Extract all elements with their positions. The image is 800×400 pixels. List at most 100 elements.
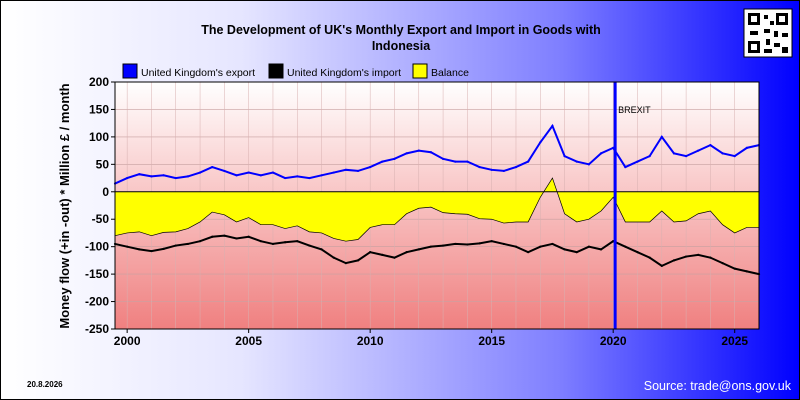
import-point — [697, 253, 700, 256]
import-point — [308, 244, 311, 247]
export-point — [466, 160, 469, 163]
export-point — [709, 144, 712, 147]
import-point — [138, 248, 141, 251]
import-point — [162, 247, 165, 250]
export-point — [733, 155, 736, 158]
export-point — [697, 149, 700, 152]
plot-border — [114, 81, 760, 330]
legend-label-balance: Balance — [431, 67, 469, 79]
import-point — [381, 253, 384, 256]
import-point — [454, 242, 457, 246]
export-point — [332, 171, 335, 174]
balance-line — [114, 177, 759, 242]
y-axis-label: Money flow (+in -out) * Million £ / mont… — [57, 83, 72, 328]
export-point — [356, 169, 360, 173]
export-point — [344, 168, 347, 171]
export-point — [539, 141, 542, 144]
brexit-annotation: BREXIT — [613, 82, 651, 329]
export-point — [308, 176, 311, 180]
export-point — [490, 168, 493, 171]
export-point — [514, 165, 518, 169]
import-point — [514, 245, 518, 248]
import-point — [393, 256, 396, 259]
x-tick-label: 2020 — [600, 334, 627, 348]
y-tick-label: -250 — [85, 322, 109, 336]
export-point — [271, 171, 275, 174]
export-point — [441, 157, 445, 160]
export-point — [126, 176, 129, 180]
import-point — [539, 245, 542, 248]
import-point — [490, 240, 493, 243]
export-point — [138, 173, 141, 176]
import-point — [745, 270, 748, 273]
x-tick-label: 2005 — [235, 334, 262, 348]
export-point — [235, 174, 238, 177]
import-point — [551, 242, 554, 246]
y-tick-label: 50 — [96, 157, 110, 171]
export-point — [660, 135, 663, 138]
import-point — [587, 245, 590, 248]
import-point — [259, 240, 262, 243]
legend-label-import: United Kingdom's import — [287, 67, 401, 79]
series-layer — [113, 123, 761, 276]
export-point — [575, 160, 578, 163]
x-axis-ticks: 2000 2005 2010 2015 2020 2025 — [114, 329, 748, 348]
export-point — [381, 160, 384, 163]
export-point — [211, 165, 214, 169]
balance-area-layer — [114, 177, 759, 242]
y-tick-label: -50 — [92, 212, 110, 226]
date-stamp: 20.8.2026 — [27, 380, 63, 389]
import-point — [502, 242, 505, 246]
export-point — [587, 163, 590, 166]
export-point — [478, 165, 481, 169]
export-point — [247, 171, 250, 174]
export-point — [259, 174, 262, 177]
legend-swatch-export — [122, 63, 138, 79]
export-point — [405, 152, 408, 155]
import-point — [405, 251, 408, 254]
export-point — [721, 152, 724, 155]
export-point — [429, 151, 433, 154]
export-point — [672, 152, 676, 155]
import-point — [429, 245, 433, 248]
import-point — [599, 248, 603, 251]
import-point — [478, 242, 481, 245]
import-point — [344, 262, 347, 265]
y-tick-label: -100 — [85, 240, 109, 254]
import-point — [648, 256, 651, 259]
export-point — [417, 149, 420, 152]
import-point — [198, 240, 202, 243]
import-point — [441, 244, 445, 247]
export-point — [599, 152, 603, 155]
import-point — [369, 251, 372, 254]
import-point — [284, 241, 287, 244]
import-point — [636, 251, 639, 254]
export-point — [502, 169, 505, 173]
import-point — [186, 242, 190, 246]
import-point — [660, 264, 663, 267]
export-point — [186, 175, 190, 178]
export-point — [745, 146, 748, 149]
import-point — [624, 245, 627, 248]
export-point — [527, 160, 530, 163]
import-point — [126, 245, 129, 248]
import-point — [174, 244, 177, 247]
export-point — [551, 124, 554, 128]
x-tick-label: 2010 — [357, 334, 384, 348]
import-point — [296, 240, 299, 243]
y-tick-label: 200 — [89, 75, 109, 89]
export-point — [174, 176, 177, 180]
x-tick-label: 2000 — [114, 334, 141, 348]
x-tick-label: 2025 — [721, 334, 748, 348]
import-point — [235, 237, 238, 240]
import-point — [332, 256, 335, 259]
export-point — [454, 160, 457, 163]
export-point — [636, 160, 639, 163]
legend-label-export: United Kingdom's export — [141, 67, 255, 79]
y-axis-ticks: 200 150 100 50 0 -50 -100 -150 -200 -250 — [85, 75, 115, 336]
import-point — [247, 235, 250, 238]
import-point — [356, 259, 360, 262]
import-point — [672, 259, 676, 262]
